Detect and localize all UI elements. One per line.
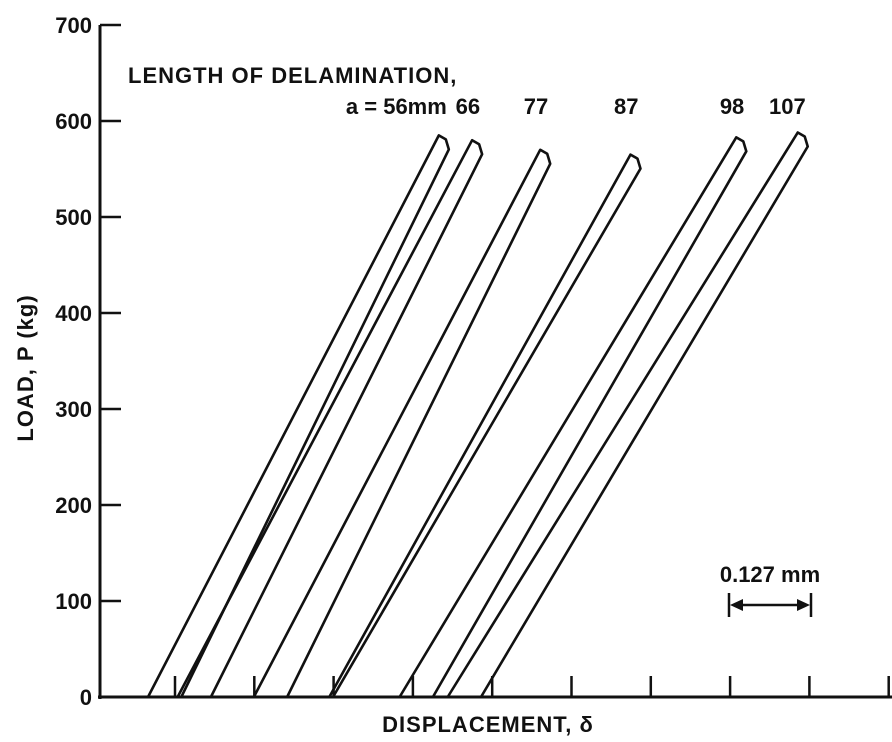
scale-bar-left-arrowhead [730, 599, 743, 611]
curve-label-2: 66 [456, 94, 480, 119]
y-ticks: 0 100 200 300 400 500 600 700 [55, 13, 121, 710]
load-displacement-curves [146, 131, 810, 699]
y-tick-label: 600 [55, 109, 92, 134]
y-axis-title: LOAD, P (kg) [13, 294, 38, 441]
y-tick-label: 700 [55, 13, 92, 38]
y-tick-label: 100 [55, 589, 92, 614]
scale-bar: 0.127 mm [720, 562, 820, 617]
scale-bar-right-arrowhead [797, 599, 810, 611]
y-tick-label: 400 [55, 301, 92, 326]
y-tick-label: 300 [55, 397, 92, 422]
y-tick-label: 200 [55, 493, 92, 518]
curve-labels: a = 56mm 66 77 87 98 107 [346, 94, 806, 119]
legend-title: LENGTH OF DELAMINATION, [128, 63, 457, 88]
y-tick-label: 0 [80, 685, 92, 710]
load-curve-4 [328, 153, 642, 699]
curve-label-5: 98 [720, 94, 744, 119]
x-axis-title: DISPLACEMENT, δ [382, 712, 594, 737]
curve-label-1: a = 56mm [346, 94, 447, 119]
load-curve-5 [398, 136, 748, 699]
load-curve-6 [446, 131, 810, 699]
curve-label-4: 87 [614, 94, 638, 119]
load-curve-3 [252, 148, 552, 699]
load-curve-1 [146, 134, 451, 699]
curve-label-6: 107 [769, 94, 806, 119]
y-tick-label: 500 [55, 205, 92, 230]
load-curve-2 [176, 138, 484, 699]
curve-label-3: 77 [524, 94, 548, 119]
scale-bar-label: 0.127 mm [720, 562, 820, 587]
x-ticks [173, 676, 890, 697]
